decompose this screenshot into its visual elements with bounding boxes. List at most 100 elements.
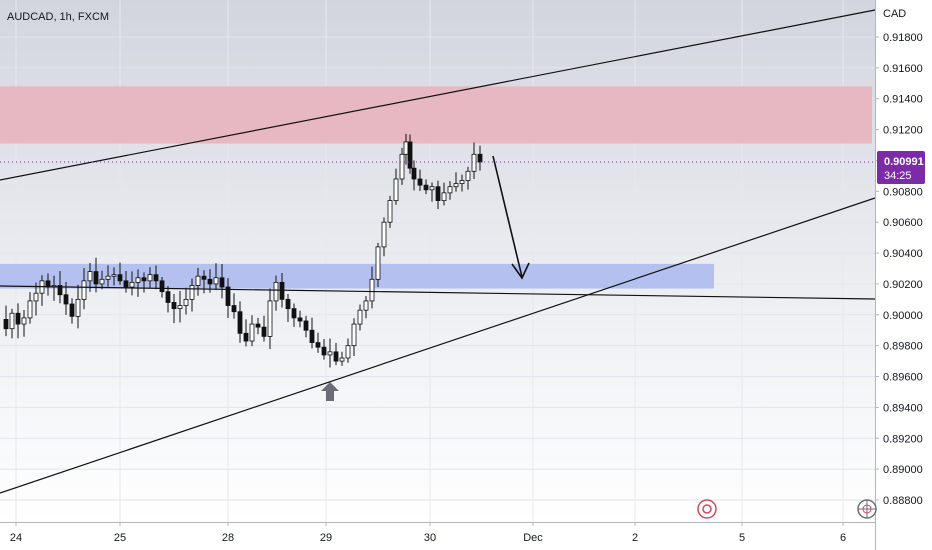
candle [177, 291, 183, 323]
time-tick-label: 28 [222, 532, 234, 544]
candle [435, 180, 441, 210]
candle [189, 278, 195, 312]
candle [465, 166, 471, 190]
candle [369, 266, 375, 309]
candle [33, 282, 39, 316]
candle [231, 293, 237, 319]
candle [417, 169, 423, 192]
symbol-title: AUDCAD, 1h, FXCM [7, 11, 109, 23]
candle [381, 217, 387, 257]
lower-channel-line[interactable] [0, 197, 876, 494]
candle [69, 298, 75, 324]
candle [411, 160, 417, 191]
resistance-zone[interactable] [0, 86, 872, 144]
time-tick-label: 30 [424, 532, 436, 544]
candle [213, 263, 219, 291]
last-price-tag: 0.90991 34:25 [877, 151, 925, 184]
candle [273, 275, 279, 311]
candle [315, 332, 321, 353]
candle [447, 181, 453, 200]
time-tick-label: 2 [632, 532, 638, 544]
candle [159, 276, 165, 298]
candle [171, 294, 177, 324]
candle [291, 303, 297, 327]
last-price-tag-bg [877, 151, 925, 184]
price-tick-label: 0.90800 [883, 186, 923, 198]
candle [387, 195, 393, 228]
globe-icon[interactable] [857, 499, 877, 519]
price-tick-label: 0.89800 [883, 341, 923, 353]
horizontal-trendline[interactable] [0, 285, 876, 300]
candle [75, 284, 81, 329]
candle [429, 182, 435, 202]
price-tick-label: 0.91200 [883, 125, 923, 137]
candle [117, 262, 123, 285]
candle [3, 305, 9, 337]
candle [135, 269, 141, 297]
candle [333, 342, 339, 366]
candle [459, 174, 465, 192]
plot-background [0, 0, 875, 522]
candle [21, 309, 27, 337]
candle [453, 172, 459, 192]
candle [345, 338, 351, 363]
candle [357, 304, 363, 331]
candle [363, 296, 369, 319]
candle [255, 317, 261, 335]
currency-label: CAD [883, 8, 906, 20]
candle [303, 315, 309, 338]
candle [9, 308, 15, 339]
candle [219, 263, 225, 299]
price-tick-label: 0.89200 [883, 433, 923, 445]
candle [165, 286, 171, 313]
candle [441, 182, 447, 206]
candle [261, 315, 267, 342]
projection-arrow[interactable] [492, 155, 530, 280]
price-tick-label: 0.90000 [883, 310, 923, 322]
candle [393, 168, 399, 205]
price-tick-label: 0.89400 [883, 402, 923, 414]
time-tick-label: 24 [10, 532, 22, 544]
price-tick-label: 0.90600 [883, 217, 923, 229]
price-tick-label: 0.89600 [883, 372, 923, 384]
economic-event-icon[interactable] [697, 499, 717, 519]
candle [15, 303, 21, 339]
candle [105, 265, 111, 287]
candle [237, 301, 243, 343]
pivot-up-arrow-icon [321, 382, 339, 401]
candle [375, 242, 381, 288]
candle [111, 267, 117, 286]
candle [147, 267, 153, 288]
candle [327, 338, 333, 368]
upper-channel-line[interactable] [0, 9, 876, 181]
zones [0, 86, 872, 289]
price-tick-label: 0.88800 [883, 495, 923, 507]
candle [309, 317, 315, 349]
time-axis[interactable]: 24 25 28 29 30 Dec 2 5 6 [10, 522, 846, 544]
candle [225, 278, 231, 318]
time-tick-label: 5 [739, 532, 745, 544]
candle [249, 315, 255, 347]
price-tick-label: 0.89000 [883, 464, 923, 476]
candle [195, 267, 201, 296]
candle [99, 270, 105, 290]
candle [471, 142, 477, 179]
drawings [0, 9, 876, 494]
time-tick-label: 25 [114, 532, 126, 544]
last-price-countdown: 34:25 [884, 170, 912, 182]
grid [0, 0, 875, 522]
candle [351, 318, 357, 356]
price-axis[interactable]: 0.918000.916000.914000.912000.910000.908… [875, 32, 923, 507]
time-tick-label: 29 [320, 532, 332, 544]
candle [243, 319, 249, 347]
candle [183, 287, 189, 315]
price-tick-label: 0.90200 [883, 279, 923, 291]
candle [407, 134, 413, 174]
candle [129, 271, 135, 296]
candle [93, 257, 99, 293]
candle [27, 292, 33, 324]
candle [123, 270, 129, 293]
price-tick-label: 0.90400 [883, 248, 923, 260]
